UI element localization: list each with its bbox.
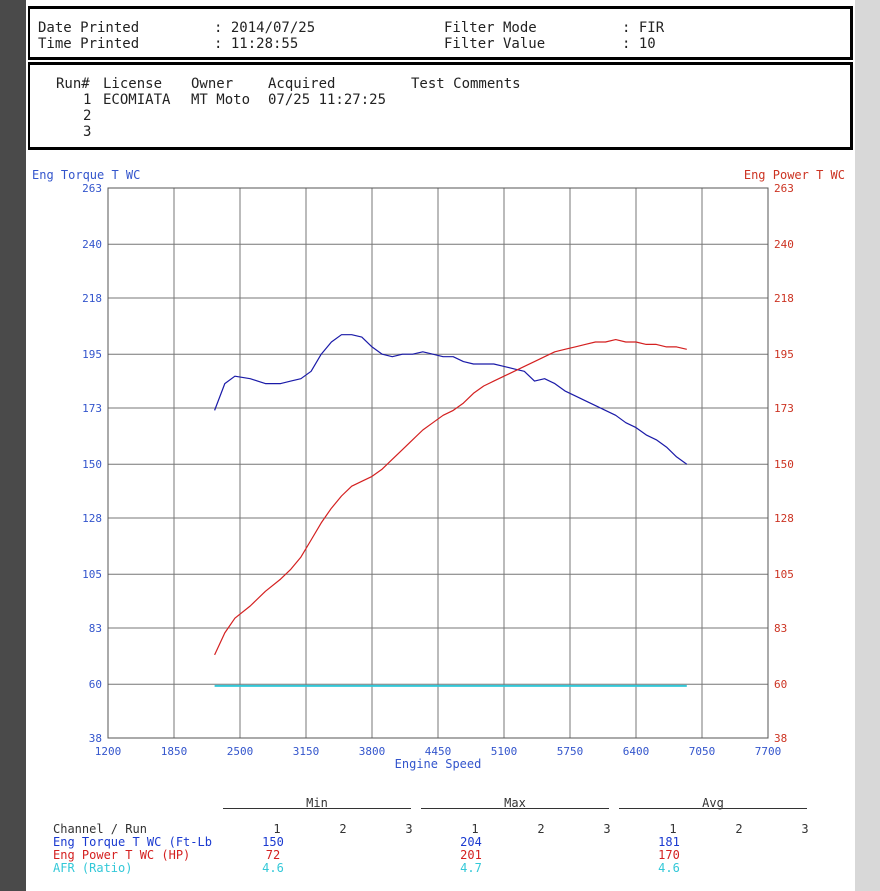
x-tick-label: 7050 [689,745,716,758]
x-tick-label: 3800 [359,745,386,758]
x-axis-title: Engine Speed [395,757,482,771]
col-header-owner: Owner [191,76,234,92]
run-column-header: 3 [801,822,809,836]
print-info-box: Date Printed : 2014/07/25 Time Printed :… [28,6,853,60]
stats-value-avg: 4.6 [658,861,680,875]
run-column-header: 1 [471,822,479,836]
col-header-license: License [103,76,163,92]
right-y-tick-label: 38 [774,732,787,745]
run-column-header: 3 [405,822,413,836]
left-y-tick-label: 263 [82,182,102,195]
x-tick-label: 1850 [161,745,188,758]
dyno-chart: Eng Torque T WC Eng Power T WC 1200 1850 2… [26,150,855,891]
left-axis-title: Eng Torque T WC [32,168,141,182]
left-y-tick-label: 218 [82,292,102,305]
run-acquired: 07/25 11:27:25 [268,92,387,108]
stats-value-max: 4.7 [460,861,482,875]
stats-value-max: 204 [460,835,482,849]
stats-group-rule [421,808,609,809]
right-y-tick-label: 128 [774,512,794,525]
runs-table-box: Run# License Owner Acquired Test Comment… [28,62,853,150]
time-printed-value: : 11:28:55 [214,36,299,52]
filter-value-value: : 10 [622,36,656,52]
stats-group-max: Max [504,796,526,810]
right-y-tick-label: 60 [774,678,787,691]
left-y-tick-label: 105 [82,568,102,581]
stats-group-avg: Avg [702,796,724,810]
run-number: 2 [83,108,92,124]
left-y-tick-label: 150 [82,458,102,471]
run-column-header: 2 [339,822,347,836]
stats-group-rule [619,808,807,809]
stats-row-label: Eng Torque T WC (Ft-Lb [53,835,212,849]
filter-value-label: Filter Value [444,36,546,52]
plot-frame [107,187,769,739]
run-column-header: 2 [735,822,743,836]
stats-value-avg: 181 [658,835,680,849]
channel-run-header: Channel / Run [53,822,147,836]
stats-group-rule [223,808,411,809]
stats-value-min: 4.6 [262,861,284,875]
eng-torque-t-wc-line [214,334,688,465]
run-column-header: 1 [669,822,677,836]
left-y-tick-label: 240 [82,238,102,251]
run-license: ECOMIATA [103,92,171,108]
right-y-tick-label: 173 [774,402,794,415]
x-tick-label: 3150 [293,745,320,758]
right-y-tick-label: 105 [774,568,794,581]
date-printed-value: : 2014/07/25 [214,20,316,36]
col-header-test-comments: Test Comments [411,76,521,92]
x-tick-label: 7700 [755,745,782,758]
report-sheet: Date Printed : 2014/07/25 Time Printed :… [26,0,855,891]
right-y-tick-label: 195 [774,348,794,361]
run-column-header: 3 [603,822,611,836]
filter-mode-value: : FIR [622,20,665,36]
stats-row-label: AFR (Ratio) [53,861,133,875]
x-tick-label: 1200 [95,745,122,758]
run-number: 1 [83,92,92,108]
date-printed-label: Date Printed [38,20,140,36]
x-tick-label: 5750 [557,745,584,758]
left-y-tick-label: 38 [89,732,102,745]
stats-value-max: 201 [460,848,482,862]
page-margin [855,0,880,891]
right-y-tick-label: 218 [774,292,794,305]
left-y-tick-label: 195 [82,348,102,361]
left-y-tick-label: 128 [82,512,102,525]
right-y-tick-label: 150 [774,458,794,471]
x-tick-label: 5100 [491,745,518,758]
stats-row-label: Eng Power T WC (HP) [53,848,191,862]
stats-value-min: 150 [262,835,284,849]
run-number: 3 [83,124,92,140]
right-y-tick-label: 240 [774,238,794,251]
run-column-header: 1 [273,822,281,836]
col-header-run: Run# [56,76,90,92]
x-tick-label: 4450 [425,745,452,758]
col-header-acquired: Acquired [268,76,336,92]
stats-value-min: 72 [265,848,281,862]
left-y-tick-label: 60 [89,678,102,691]
right-y-tick-label: 263 [774,182,794,195]
x-tick-label: 6400 [623,745,650,758]
x-tick-label: 2500 [227,745,254,758]
chart-svg: 1200 1850 2500 3150 3800 4450 5100 5750 6400 7050… [82,182,794,771]
run-column-header: 2 [537,822,545,836]
filter-mode-label: Filter Mode [444,20,537,36]
time-printed-label: Time Printed [38,36,140,52]
left-y-tick-label: 83 [89,622,102,635]
eng-power-t-wc-line [214,339,687,656]
run-owner: MT Moto [191,92,251,108]
stats-value-avg: 170 [658,848,680,862]
right-axis-title: Eng Power T WC [743,168,845,182]
left-y-tick-label: 173 [82,402,102,415]
right-y-tick-label: 83 [774,622,787,635]
stats-group-min: Min [306,796,328,810]
